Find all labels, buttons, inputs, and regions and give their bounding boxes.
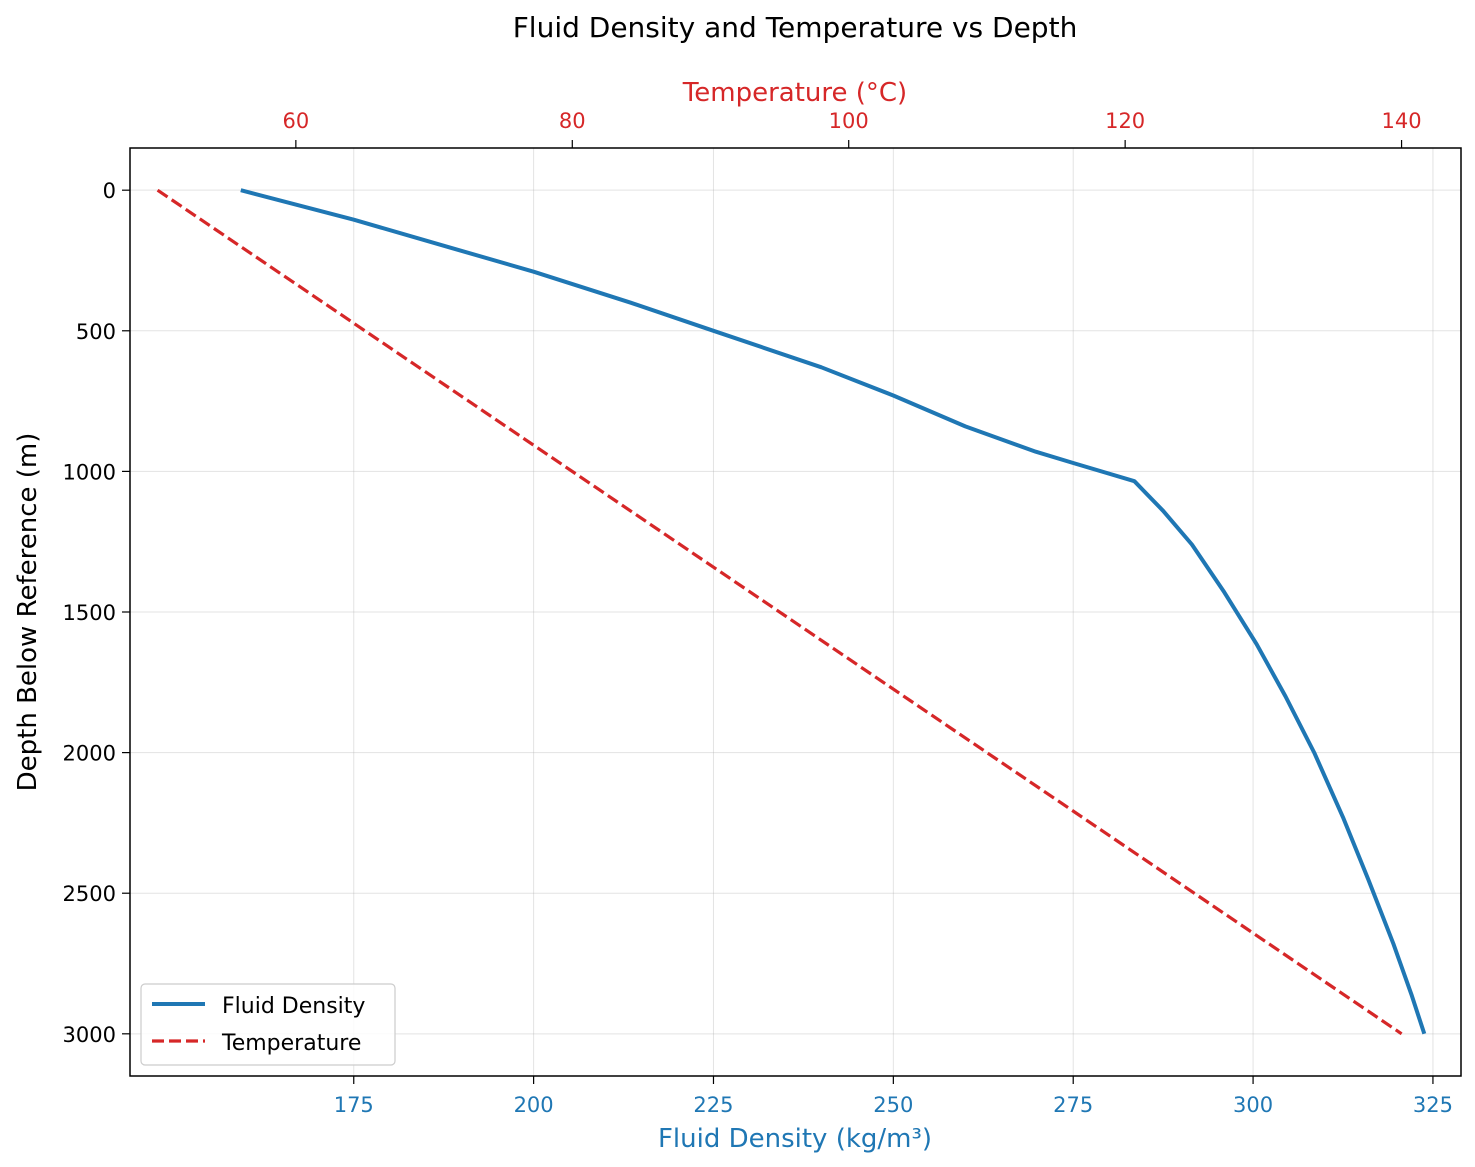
bottom-axis-label: Fluid Density (kg/m³) [658,1124,932,1154]
bottom-x-tick-label: 225 [693,1093,733,1117]
bottom-x-tick-label: 200 [514,1093,554,1117]
y-tick-label: 2500 [63,882,116,906]
y-tick-label: 2000 [63,742,116,766]
y-axis-label: Depth Below Reference (m) [13,433,43,792]
y-tick-label: 1000 [63,460,116,484]
bottom-x-axis: 175 200 225 250 275 300 325 [334,1076,1453,1117]
grid [130,148,1461,1076]
bottom-x-tick-label: 275 [1053,1093,1093,1117]
y-tick-label: 1500 [63,601,116,625]
series-line-fluid-density [240,188,1427,1035]
bottom-x-tick-label: 300 [1233,1093,1273,1117]
top-x-tick-label: 120 [1105,109,1145,133]
bottom-x-tick-label: 250 [873,1093,913,1117]
top-x-tick-label: 60 [282,109,309,133]
series-group [156,188,1427,1036]
legend-label-temperature: Temperature [221,1031,361,1056]
legend-label-fluid-density: Fluid Density [222,994,365,1019]
y-axis: 0 500 1000 1500 2000 2500 3000 [63,179,130,1047]
top-x-tick-label: 140 [1382,109,1422,133]
bottom-x-tick-label: 325 [1413,1093,1453,1117]
top-x-axis: 60 80 100 120 140 [282,109,1422,148]
y-tick-label: 3000 [63,1023,116,1047]
bottom-x-tick-label: 175 [334,1093,374,1117]
legend: Fluid Density Temperature [140,983,396,1066]
y-tick-label: 0 [103,179,116,203]
top-axis-label: Temperature (°C) [682,78,907,108]
chart-title: Fluid Density and Temperature vs Depth [513,11,1078,44]
top-x-tick-label: 100 [829,109,869,133]
top-x-tick-label: 80 [559,109,586,133]
y-tick-label: 500 [76,320,116,344]
series-line-temperature [156,188,1403,1036]
